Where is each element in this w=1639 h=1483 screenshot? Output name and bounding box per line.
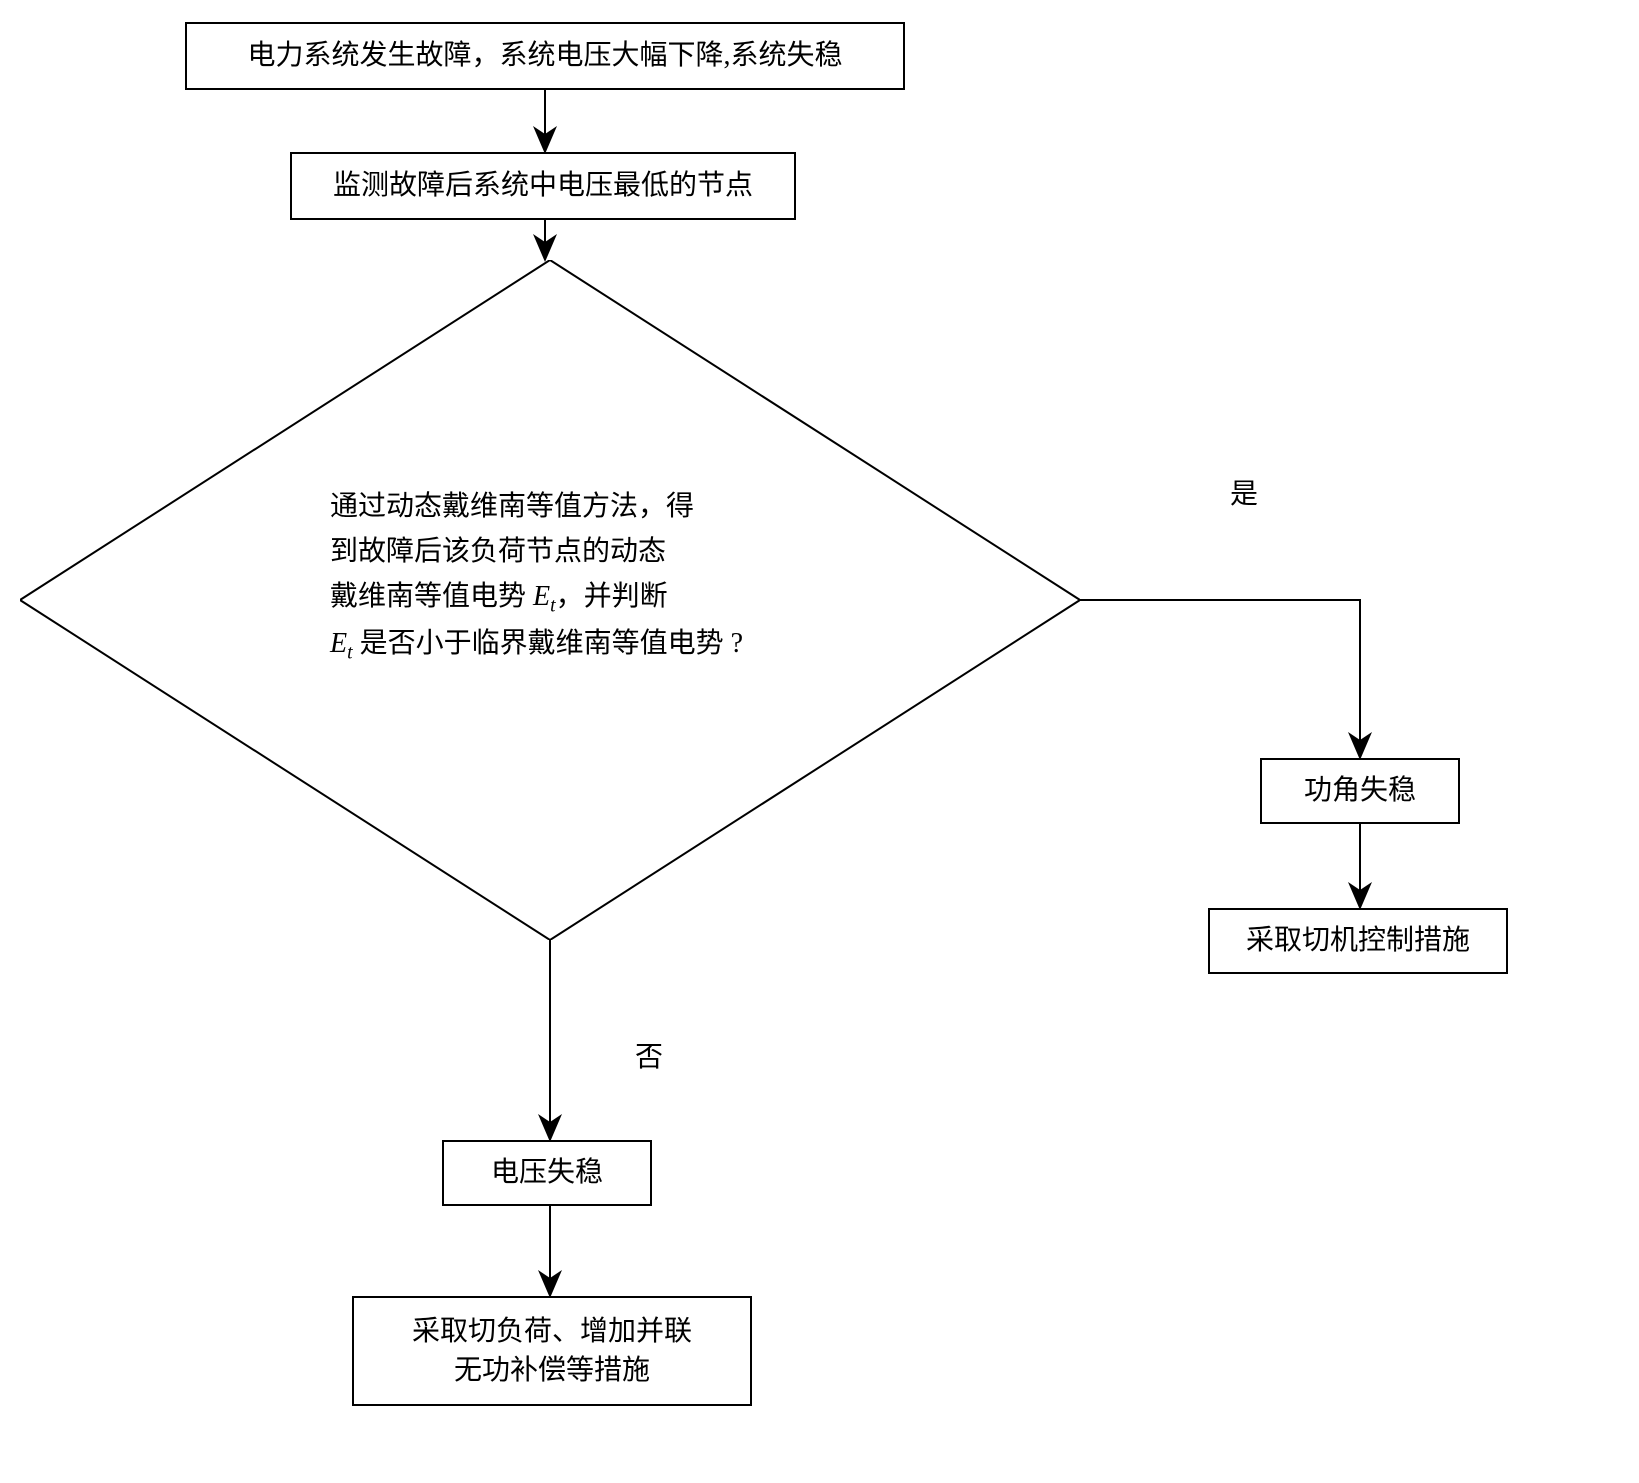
node-text-line1: 采取切负荷、增加并联	[412, 1312, 692, 1351]
flowchart-node-load-shed: 采取切负荷、增加并联 无功补偿等措施	[352, 1296, 752, 1406]
edge-voltage-to-loadshed	[0, 0, 1639, 1483]
node-text-line2: 无功补偿等措施	[454, 1351, 650, 1390]
